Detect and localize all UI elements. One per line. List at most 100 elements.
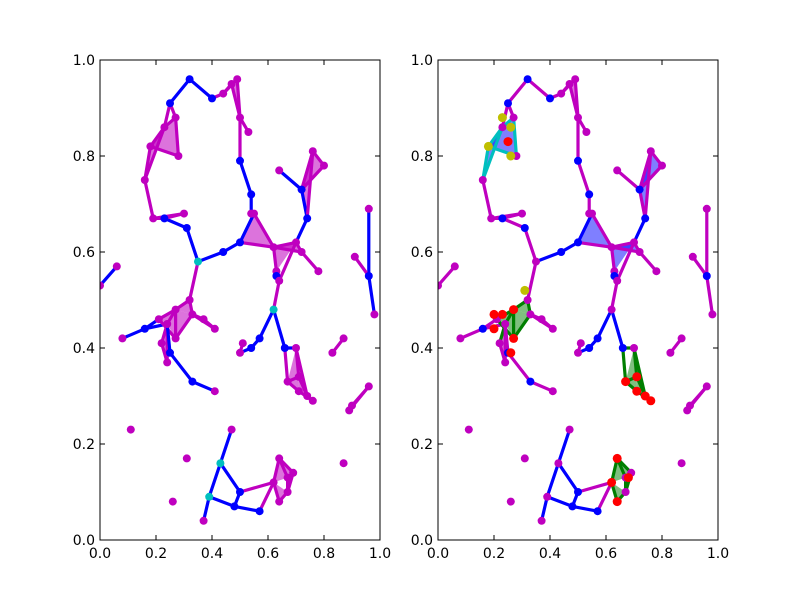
x-tick-label: 1.0 xyxy=(369,546,391,562)
graph-node xyxy=(275,166,284,175)
graph-node xyxy=(630,344,638,352)
y-tick-label: 0.6 xyxy=(73,245,95,261)
graph-edge xyxy=(500,216,527,230)
graph-node xyxy=(160,214,169,223)
x-tick-label: 0.0 xyxy=(89,546,111,562)
graph-edge xyxy=(615,240,636,283)
graph-node xyxy=(126,425,135,434)
simplex-triangle xyxy=(578,213,612,248)
graph-node xyxy=(219,89,228,98)
graph-node xyxy=(297,248,306,256)
graph-node xyxy=(498,123,507,132)
x-tick-label: 0.0 xyxy=(427,546,449,562)
graph-node xyxy=(582,128,591,136)
graph-node xyxy=(275,454,284,463)
graph-node xyxy=(708,310,717,319)
graph-node xyxy=(303,392,312,400)
graph-edge xyxy=(576,159,591,196)
graph-node xyxy=(227,425,236,434)
graph-node xyxy=(526,377,535,386)
graph-node xyxy=(163,320,172,328)
graph-node xyxy=(523,296,532,304)
graph-node xyxy=(247,344,256,352)
graph-edge xyxy=(481,125,504,182)
highlight-node xyxy=(632,372,642,382)
graph-edge xyxy=(576,240,614,249)
graph-edge xyxy=(539,495,549,523)
graph-edge xyxy=(272,245,304,254)
x-tick-label: 0.8 xyxy=(651,546,673,562)
graph-node xyxy=(618,344,627,352)
graph-edge xyxy=(609,279,619,312)
x-tick-label: 0.4 xyxy=(201,546,223,562)
highlight-node xyxy=(621,377,631,387)
graph-node xyxy=(188,310,197,319)
graph-node xyxy=(568,502,577,511)
graph-node xyxy=(450,262,459,271)
graph-node xyxy=(185,75,194,84)
graph-edge xyxy=(143,178,155,220)
graph-edge xyxy=(367,274,376,316)
graph-node xyxy=(585,190,594,199)
axes-frame xyxy=(99,59,381,541)
graph-node xyxy=(236,348,244,357)
graph-node xyxy=(593,334,602,343)
graph-edge xyxy=(277,168,304,192)
graph-node xyxy=(283,488,292,496)
y-tick-label: 0.8 xyxy=(411,149,433,165)
graph-node xyxy=(292,344,300,352)
graph-edge xyxy=(272,308,287,350)
graph-edge xyxy=(576,480,614,494)
graph-node xyxy=(294,387,303,396)
graph-node xyxy=(548,324,557,333)
graph-edge xyxy=(632,346,647,398)
graph-edge xyxy=(277,240,298,283)
graph-node xyxy=(283,473,292,482)
graph-node xyxy=(621,488,630,496)
graph-node xyxy=(238,339,247,348)
graph-node xyxy=(294,372,303,381)
graph-edge xyxy=(272,456,281,484)
graph-node xyxy=(641,214,650,223)
graph-node xyxy=(269,478,278,487)
graph-node xyxy=(166,99,174,108)
graph-node xyxy=(635,248,644,256)
graph-node xyxy=(509,113,518,122)
graph-node xyxy=(154,315,163,324)
graph-node xyxy=(171,113,180,122)
graph-edge xyxy=(576,212,594,244)
graph-node xyxy=(345,406,354,415)
graph-edge xyxy=(570,504,600,513)
graph-node xyxy=(289,468,298,477)
y-tick-label: 1.0 xyxy=(73,53,95,69)
y-tick-label: 0.2 xyxy=(73,437,95,453)
graph-edge xyxy=(609,245,642,254)
graph-node xyxy=(275,497,284,506)
graph-edge xyxy=(162,216,189,230)
graph-edge xyxy=(637,164,664,192)
graph-node xyxy=(537,516,546,525)
graph-node xyxy=(607,243,616,252)
graph-node xyxy=(532,257,540,266)
graph-node xyxy=(236,488,244,496)
graph-node xyxy=(297,185,306,194)
graph-node xyxy=(314,267,323,276)
graph-node xyxy=(478,324,487,333)
graph-node xyxy=(683,406,692,415)
simplex-triangle xyxy=(240,213,274,248)
graph-node xyxy=(607,305,616,314)
x-tick-label: 0.2 xyxy=(483,546,505,562)
graph-edge xyxy=(590,212,614,249)
graph-edge xyxy=(294,346,309,398)
graph-edge xyxy=(252,212,276,249)
y-tick-label: 0.2 xyxy=(411,437,433,453)
graph-node xyxy=(236,113,244,122)
highlight-node xyxy=(612,453,622,463)
graph-node xyxy=(185,296,194,304)
graph-edge xyxy=(523,226,538,264)
graph-node xyxy=(339,334,348,343)
highlight-node xyxy=(503,137,513,147)
graph-edge xyxy=(573,77,580,120)
graph-edge xyxy=(100,264,119,288)
graph-node xyxy=(350,252,359,261)
